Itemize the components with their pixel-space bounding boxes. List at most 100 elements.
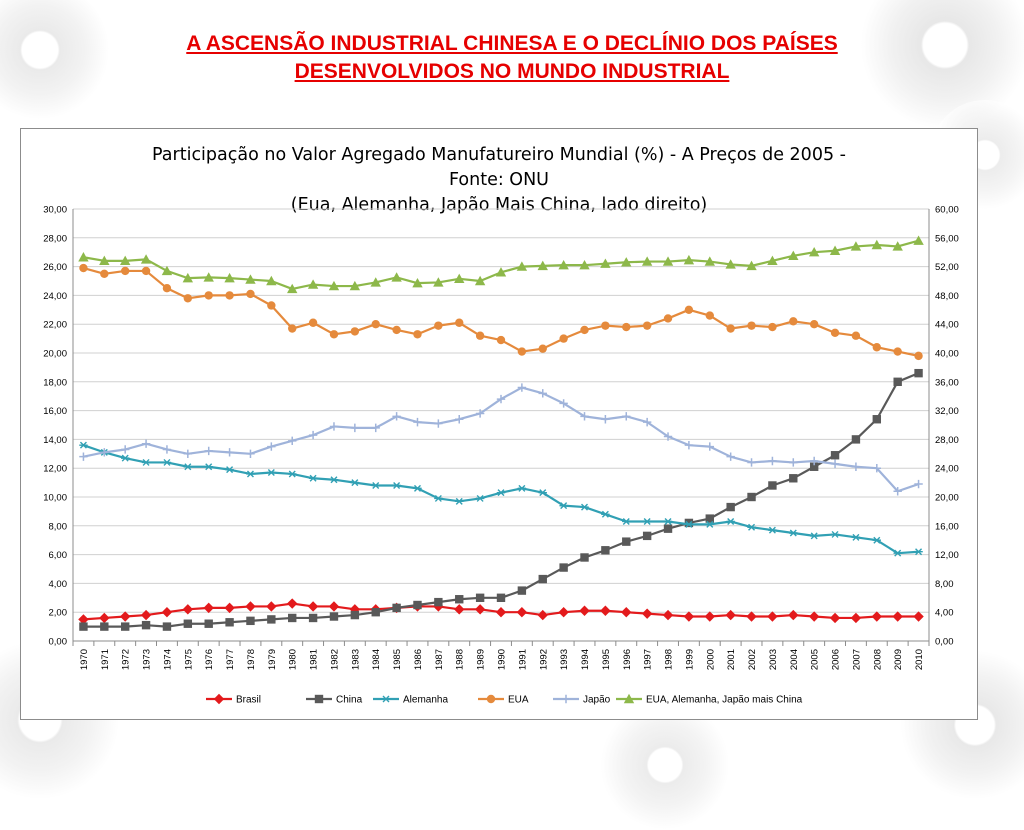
x-tick-label: 1992 (538, 649, 549, 670)
data-point-eua (789, 317, 798, 326)
data-point-brasil (579, 605, 590, 616)
data-point-brasil (871, 611, 883, 622)
data-point-eua-alemanha-japao-mais-china (579, 259, 590, 270)
data-point-eua (288, 324, 297, 333)
data-point-brasil (161, 607, 173, 618)
data-point-china (601, 546, 610, 555)
data-point-japao (413, 417, 422, 427)
data-point-alemanha (455, 497, 464, 505)
data-point-eua-alemanha-japao-mais-china (829, 245, 841, 255)
data-point-alemanha (768, 526, 777, 534)
data-point-japao (350, 423, 360, 433)
y-right-tick-label: 4,00 (935, 608, 954, 619)
data-point-eua (559, 334, 568, 343)
x-tick-label: 1976 (204, 649, 215, 670)
data-point-alemanha (246, 470, 255, 478)
x-tick-label: 2009 (893, 649, 904, 670)
data-point-eua (308, 318, 318, 327)
data-point-japao (392, 412, 401, 421)
data-point-alemanha (183, 463, 193, 471)
data-point-eua (413, 330, 422, 339)
data-point-japao (475, 409, 485, 418)
data-point-eua (538, 344, 547, 353)
slide-title-line-2: DESENVOLVIDOS NO MUNDO INDUSTRIAL (294, 60, 730, 83)
x-tick-label: 2010 (914, 649, 925, 670)
data-point-eua (663, 314, 673, 323)
legend-label-brasil: Brasil (236, 695, 261, 706)
legend-label-japao: Japão (583, 695, 611, 706)
x-tick-label: 1980 (288, 649, 299, 670)
x-tick-label: 2007 (851, 649, 862, 670)
line-chart: 0,00 0,00 2,00 4,00 4,00 8,00 6,00 12,00 8,00 16,… (43, 205, 959, 706)
data-point-china (246, 616, 255, 626)
x-tick-label: 1988 (455, 649, 466, 670)
data-point-alemanha (830, 530, 840, 538)
y-right-tick-label: 44,00 (935, 320, 959, 331)
y-left-tick-label: 12,00 (43, 464, 67, 475)
data-point-japao (684, 440, 694, 450)
x-tick-label: 1982 (329, 649, 340, 670)
data-point-eua-alemanha-japao-mais-china (349, 280, 361, 291)
data-point-alemanha (162, 458, 172, 466)
x-tick-label: 2002 (747, 649, 758, 670)
data-point-brasil (454, 604, 465, 615)
data-point-alemanha (392, 481, 401, 489)
data-point-brasil (662, 609, 674, 621)
data-point-japao (120, 445, 130, 454)
data-point-china (392, 603, 401, 613)
data-point-brasil (307, 601, 319, 612)
data-point-alemanha (809, 532, 819, 540)
data-point-eua-alemanha-japao-mais-china (370, 277, 381, 287)
data-point-china (830, 451, 840, 460)
data-point-alemanha (601, 510, 610, 518)
chart-title-line-3: (Eua, Alemanha, Japão Mais China, lado d… (290, 195, 708, 215)
data-point-alemanha (538, 489, 547, 497)
data-point-japao (434, 419, 443, 428)
data-point-eua (434, 321, 443, 330)
data-point-china (308, 613, 318, 623)
data-point-japao (288, 436, 297, 446)
data-point-brasil (558, 607, 569, 618)
data-point-brasil (119, 611, 131, 622)
data-point-alemanha (747, 523, 756, 531)
data-point-japao (601, 415, 610, 424)
legend-marker-alemanha (381, 695, 391, 703)
x-tick-label: 1975 (183, 649, 194, 670)
data-point-alemanha (267, 469, 276, 477)
data-point-eua (601, 321, 610, 330)
y-left-tick-label: 20,00 (43, 349, 67, 360)
data-point-brasil (266, 601, 277, 612)
data-point-eua (642, 321, 652, 330)
y-right-tick-label: 0,00 (935, 637, 954, 648)
legend-marker-eua-alemanha-japao-mais-china (623, 693, 635, 704)
data-point-alemanha (350, 479, 360, 487)
data-point-china (726, 502, 735, 512)
data-point-eua (162, 284, 172, 293)
y-left-tick-label: 0,00 (49, 637, 68, 648)
y-left-tick-label: 2,00 (49, 608, 68, 619)
data-point-japao (183, 449, 193, 458)
legend-label-eua-alemanha-japao-mais-china: EUA, Alemanha, Japão mais China (646, 695, 803, 706)
y-right-tick-label: 52,00 (935, 262, 959, 273)
data-point-eua (830, 328, 840, 338)
x-tick-label: 1997 (643, 649, 654, 670)
legend-marker-japao (561, 694, 571, 704)
data-point-eua (329, 330, 339, 339)
data-point-japao (768, 456, 777, 466)
data-point-eua-alemanha-japao-mais-china (307, 279, 319, 289)
data-point-eua-alemanha-japao-mais-china (203, 272, 214, 282)
data-point-eua-alemanha-japao-mais-china (725, 259, 736, 269)
data-point-japao (830, 459, 840, 469)
y-right-tick-label: 60,00 (935, 205, 959, 216)
data-point-eua-alemanha-japao-mais-china (683, 254, 695, 265)
x-tick-label: 1998 (664, 649, 675, 670)
x-tick-label: 1999 (684, 649, 695, 670)
y-left-tick-label: 10,00 (43, 493, 67, 504)
data-point-china (893, 377, 902, 386)
data-point-eua (872, 343, 882, 352)
data-point-brasil (287, 598, 298, 609)
data-point-eua-alemanha-japao-mais-china (224, 272, 235, 283)
data-point-eua-alemanha-japao-mais-china (266, 275, 277, 286)
data-point-brasil (516, 607, 528, 618)
y-right-tick-label: 16,00 (935, 521, 959, 532)
